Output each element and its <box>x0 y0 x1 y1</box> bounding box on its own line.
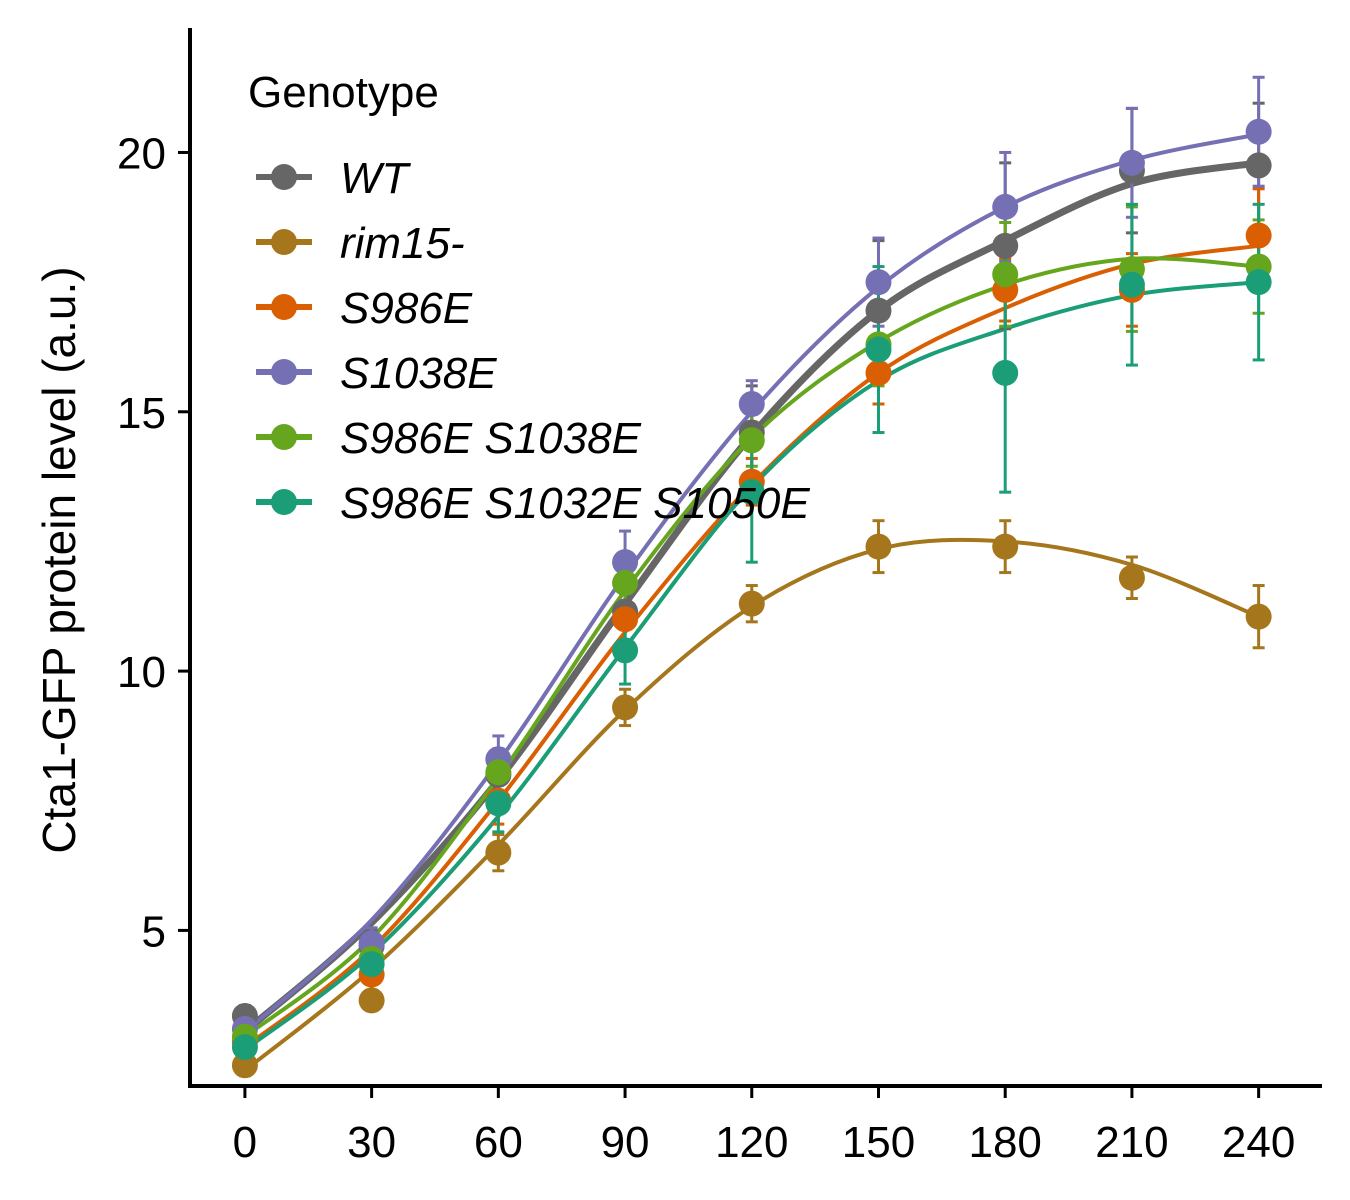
data-point-s986e <box>865 359 892 386</box>
legend-key-point <box>271 359 297 385</box>
x-tick-label: 0 <box>233 1118 257 1167</box>
data-point-s1038e <box>1118 149 1145 176</box>
data-point-s986e-s1032e-s1050e <box>992 359 1019 386</box>
data-point-s986e-s1032e-s1050e <box>231 1034 258 1061</box>
data-point-s986e-s1038e <box>992 261 1019 288</box>
fit-line-s1038e <box>242 132 1261 1034</box>
x-tick-label: 90 <box>601 1118 650 1167</box>
data-point-rim15 <box>612 694 639 721</box>
legend-item-s986e-s1032e-s1050e: S986E S1032E S1050E <box>256 479 810 528</box>
y-axis-title: Cta1-GFP protein level (a.u.) <box>33 266 85 853</box>
fit-line-s986e <box>242 243 1261 1050</box>
legend-label: WT <box>340 154 412 203</box>
y-tick-label: 15 <box>117 389 166 438</box>
y-tick-label: 5 <box>142 907 166 956</box>
legend-item-s986e-s1038e: S986E S1038E <box>256 414 642 463</box>
x-tick-label: 30 <box>347 1118 396 1167</box>
data-point-s986e <box>612 606 639 633</box>
legend-item-s1038e: S1038E <box>256 349 497 398</box>
data-point-s986e-s1038e <box>485 759 512 786</box>
data-point-rim15 <box>738 590 765 617</box>
x-tick-label: 210 <box>1095 1118 1168 1167</box>
legend-key-point <box>271 164 297 190</box>
legend-item-wt: WT <box>256 154 412 203</box>
legend-item-s986e: S986E <box>256 284 473 333</box>
data-point-s986e-s1038e <box>612 569 639 596</box>
data-point-rim15 <box>485 839 512 866</box>
data-point-rim15 <box>231 1052 258 1079</box>
legend: Genotype WT rim15- S986E S1038E S986E S1038E… <box>248 68 810 528</box>
x-tick-label: 180 <box>968 1118 1041 1167</box>
data-point-s986e-s1032e-s1050e <box>1245 269 1272 296</box>
x-tick-label: 120 <box>715 1118 788 1167</box>
data-point-s1038e <box>1245 118 1272 145</box>
x-tick-label: 240 <box>1222 1118 1295 1167</box>
data-point-s986e-s1032e-s1050e <box>738 479 765 506</box>
legend-key-point <box>271 294 297 320</box>
data-point-rim15 <box>1245 603 1272 630</box>
y-tick-label: 20 <box>117 129 166 178</box>
data-point-s986e-s1032e-s1050e <box>865 336 892 363</box>
legend-label: rim15- <box>340 219 465 268</box>
data-point-s1038e <box>992 193 1019 220</box>
y-tick-label: 10 <box>117 648 166 697</box>
data-point-s986e <box>1245 222 1272 249</box>
data-point-s986e-s1032e-s1050e <box>485 790 512 817</box>
data-point-wt <box>865 297 892 324</box>
legend-label: S986E <box>340 284 473 333</box>
data-point-s1038e <box>865 269 892 296</box>
data-point-s1038e <box>738 391 765 418</box>
data-point-rim15 <box>358 987 385 1014</box>
legend-key-point <box>271 489 297 515</box>
legend-item-rim15: rim15- <box>256 219 465 268</box>
fit-line-s986e-s1032e-s1050e <box>242 280 1261 1052</box>
legend-label: S986E S1032E S1050E <box>340 479 810 528</box>
fit-line-rim15 <box>242 537 1261 1073</box>
x-tick-label: 60 <box>474 1118 523 1167</box>
data-point-rim15 <box>992 533 1019 560</box>
legend-label: S986E S1038E <box>340 414 642 463</box>
legend-key-point <box>271 229 297 255</box>
data-point-rim15 <box>1118 564 1145 591</box>
y-axis-ticks: 5 10 15 20 <box>117 129 190 956</box>
data-points <box>231 118 1272 1079</box>
legend-title: Genotype <box>248 68 439 117</box>
x-tick-label: 150 <box>842 1118 915 1167</box>
legend-key-point <box>271 424 297 450</box>
legend-label: S1038E <box>340 349 497 398</box>
data-point-s1038e <box>612 549 639 576</box>
data-point-wt <box>1245 152 1272 179</box>
x-axis-ticks: 0 30 60 90 120 150 180 210 240 <box>233 1086 1295 1167</box>
data-point-s986e-s1032e-s1050e <box>358 951 385 978</box>
data-point-s986e-s1038e <box>738 427 765 454</box>
data-point-s986e-s1032e-s1050e <box>612 637 639 664</box>
data-point-rim15 <box>865 533 892 560</box>
fit-line-s986e-s1038e <box>242 256 1261 1039</box>
fit-lines <box>241 132 1263 1073</box>
data-point-s986e-s1032e-s1050e <box>1118 271 1145 298</box>
data-point-wt <box>992 232 1019 259</box>
